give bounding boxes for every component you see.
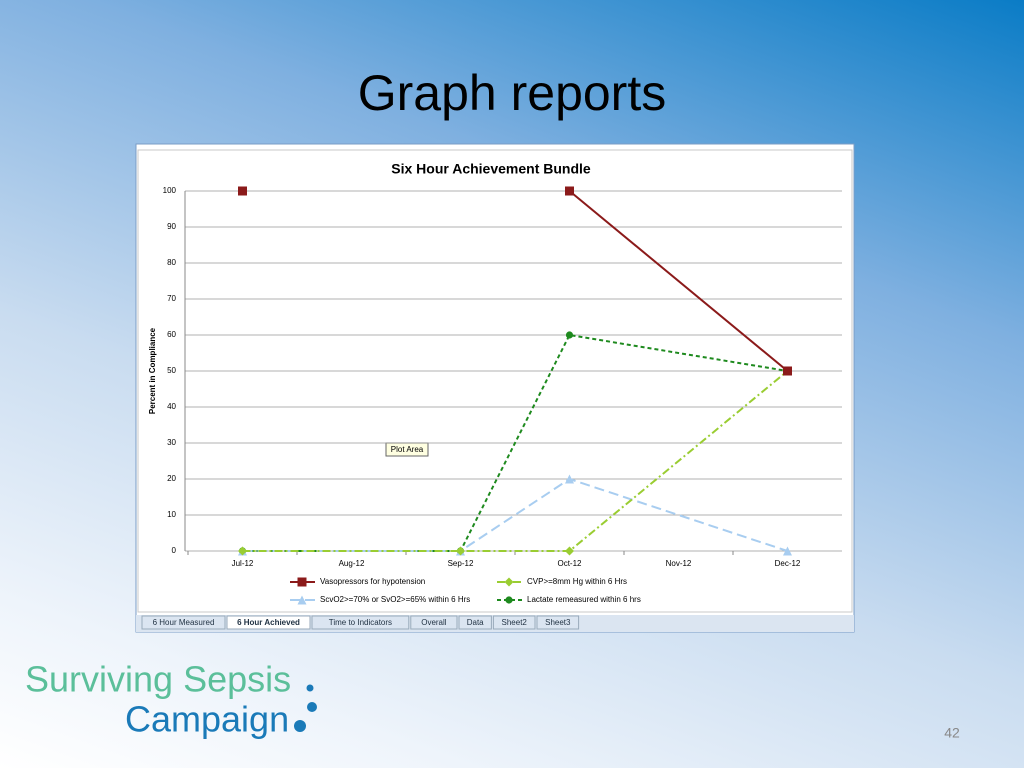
legend-marker [505, 596, 513, 604]
legend-label: CVP>=8mm Hg within 6 Hrs [527, 577, 627, 586]
series-line [568, 190, 789, 372]
y-tick-label: 30 [167, 438, 176, 447]
x-tick-label: Jul-12 [232, 559, 254, 568]
point [565, 331, 574, 339]
y-tick-label: 50 [167, 366, 176, 375]
x-tick-label: Oct-12 [557, 559, 582, 568]
sheet-tab-label[interactable]: Sheet2 [502, 618, 528, 627]
sheet-tab[interactable] [226, 615, 311, 630]
sheet-tab-label[interactable]: Sheet3 [545, 618, 571, 627]
y-tick-label: 70 [167, 294, 176, 303]
y-tick-label: 80 [167, 258, 176, 267]
x-tick-label: Nov-12 [666, 559, 692, 568]
sheet-tab[interactable] [492, 615, 536, 630]
legend-label: Lactate remeasured within 6 hrs [527, 595, 641, 604]
legend-marker [504, 577, 514, 587]
logo-dot [307, 702, 317, 712]
x-tick-label: Dec-12 [775, 559, 801, 568]
y-tick-label: 100 [163, 186, 177, 195]
chart-title: Six Hour Achievement Bundle [391, 161, 591, 177]
sheet-tab-label[interactable]: Data [467, 618, 484, 627]
chart-area [137, 149, 853, 613]
y-tick-label: 20 [167, 474, 176, 483]
tooltip: Plot Area [391, 445, 424, 454]
x-tick-label: Sep-12 [448, 559, 474, 568]
y-tick-label: 60 [167, 330, 176, 339]
point [565, 474, 574, 484]
point [565, 186, 574, 196]
sheet-tab[interactable] [536, 615, 580, 630]
sheet-tab-label[interactable]: 6 Hour Achieved [237, 618, 300, 627]
legend-marker [297, 595, 307, 605]
sheet-tab-label[interactable]: Overall [421, 618, 447, 627]
sheet-tab[interactable] [311, 615, 410, 630]
logo-dot [294, 720, 306, 732]
point [565, 546, 574, 556]
y-axis-label: Percent in Compliance [148, 327, 157, 414]
logo-dot [306, 684, 314, 692]
point [783, 366, 792, 376]
sheet-tab[interactable] [458, 615, 492, 630]
y-tick-label: 10 [167, 510, 176, 519]
y-tick-label: 90 [167, 222, 176, 231]
point [456, 546, 465, 556]
y-tick-label: 0 [172, 546, 177, 555]
sheet-tab[interactable] [410, 615, 458, 630]
slide-title: Graph reports [358, 65, 666, 121]
logo-line1: Surviving Sepsis [25, 659, 291, 700]
page-number: 42 [944, 725, 960, 741]
point [238, 546, 247, 556]
x-tick-label: Aug-12 [339, 559, 365, 568]
logo-line2: Campaign [125, 699, 289, 740]
sheet-tab-label[interactable]: Time to Indicators [329, 618, 392, 627]
tabs: 6 Hour Measured 6 Hour Achieved Time to In… [141, 615, 580, 630]
legend-label: ScvO2>=70% or SvO2>=65% within 6 Hrs [320, 595, 470, 604]
sheet-tab[interactable] [141, 615, 226, 630]
series-line [242, 370, 789, 552]
legend-label: Vasopressors for hypotension [320, 577, 425, 586]
point [238, 186, 247, 196]
y-tick-label: 40 [167, 402, 176, 411]
legend-marker [297, 577, 307, 587]
point [783, 546, 792, 556]
sheet-tab-label[interactable]: 6 Hour Measured [153, 618, 215, 627]
